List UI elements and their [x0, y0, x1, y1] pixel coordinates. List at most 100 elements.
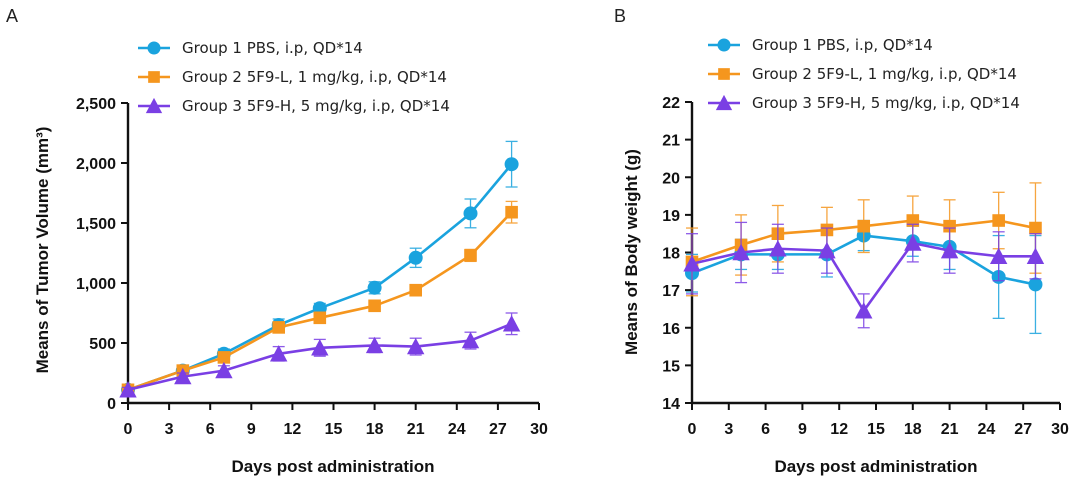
- legend: Group 1 PBS, i.p, QD*14 Group 2 5F9-L, 1 …: [138, 39, 450, 115]
- data-point: [904, 234, 922, 251]
- data-point: [1026, 247, 1045, 264]
- data-point: [505, 205, 518, 219]
- x-tick-label: 12: [830, 421, 848, 438]
- data-point: [215, 361, 233, 379]
- series-3: [119, 312, 521, 398]
- data-point: [502, 315, 521, 332]
- panel-a-chart: A Group 1 PBS, i.p, QD*14 Group 2 5F9-L, 1…: [6, 6, 548, 476]
- x-tick-label: 9: [247, 421, 256, 438]
- legend-marker: [148, 71, 160, 83]
- y-axis-title: Means of Tumor Volume (mm³): [33, 127, 52, 374]
- x-tick-label: 27: [489, 421, 507, 438]
- legend-marker: [718, 68, 730, 80]
- data-point: [272, 321, 285, 334]
- x-tick-label: 30: [530, 421, 548, 438]
- x-tick-label: 12: [284, 421, 302, 438]
- y-tick-label: 14: [662, 396, 680, 413]
- y-tick-label: 16: [662, 321, 680, 338]
- data-point: [940, 241, 959, 259]
- x-tick-label: 18: [366, 421, 384, 438]
- x-tick-label: 30: [1051, 421, 1069, 438]
- legend-label: Group 3 5F9-H, 5 mg/kg, i.p, QD*14: [752, 94, 1020, 112]
- y-tick-label: 19: [662, 208, 680, 225]
- legend-marker: [717, 38, 731, 52]
- data-point: [174, 367, 192, 385]
- panel-letter: A: [6, 6, 18, 26]
- data-point: [943, 219, 956, 233]
- data-point: [270, 345, 288, 362]
- legend-marker: [147, 41, 161, 55]
- data-point: [1029, 221, 1042, 235]
- y-tick-label: 15: [662, 358, 680, 375]
- data-point: [1028, 277, 1043, 292]
- x-tick-label: 0: [688, 421, 697, 438]
- y-tick-label: 0: [107, 396, 116, 413]
- x-axis-title: Days post administration: [231, 457, 434, 476]
- legend: Group 1 PBS, i.p, QD*14 Group 2 5F9-L, 1 …: [708, 36, 1020, 112]
- series-line: [127, 211, 513, 392]
- x-tick-label: 6: [206, 421, 215, 438]
- x-tick-label: 0: [124, 421, 133, 438]
- data-point: [311, 339, 329, 356]
- y-tick-label: 18: [662, 246, 680, 263]
- y-tick-label: 500: [89, 336, 116, 353]
- y-tick-label: 2,000: [76, 156, 116, 173]
- data-point: [409, 283, 422, 297]
- data-point: [769, 240, 787, 257]
- data-point: [217, 351, 231, 364]
- x-tick-label: 18: [904, 421, 922, 438]
- series-3: [683, 221, 1045, 329]
- data-point: [367, 280, 382, 295]
- panel-letter: B: [614, 6, 626, 26]
- panel-b-chart: B Group 1 PBS, i.p, QD*14 Group 2 5F9-L, 1…: [614, 6, 1069, 476]
- legend-label: Group 1 PBS, i.p, QD*14: [752, 36, 933, 54]
- data-point: [461, 331, 480, 349]
- data-point: [683, 255, 701, 272]
- data-point: [464, 249, 477, 262]
- x-tick-label: 3: [165, 421, 174, 438]
- data-point: [504, 157, 519, 172]
- data-point: [408, 250, 423, 265]
- x-tick-label: 15: [325, 421, 343, 438]
- data-point: [857, 219, 871, 233]
- data-point: [119, 381, 137, 398]
- x-tick-label: 9: [798, 421, 807, 438]
- y-tick-label: 1,500: [76, 216, 116, 233]
- y-tick-label: 1,000: [76, 276, 116, 293]
- y-tick-label: 17: [662, 283, 680, 300]
- legend-label: Group 2 5F9-L, 1 mg/kg, i.p, QD*14: [182, 68, 447, 86]
- x-tick-label: 3: [724, 421, 733, 438]
- x-tick-label: 21: [407, 421, 425, 438]
- x-tick-label: 6: [761, 421, 770, 438]
- y-tick-label: 21: [662, 133, 680, 150]
- series-2: [685, 182, 1042, 297]
- data-point: [989, 247, 1008, 264]
- y-axis-title: Means of Body weight (g): [622, 149, 641, 355]
- x-tick-label: 27: [1014, 421, 1032, 438]
- x-axis-title: Days post administration: [774, 457, 977, 476]
- series-1: [121, 140, 519, 397]
- legend-label: Group 3 5F9-H, 5 mg/kg, i.p, QD*14: [182, 97, 450, 115]
- data-point: [365, 336, 384, 354]
- y-tick-label: 2,500: [76, 96, 116, 113]
- data-point: [732, 243, 750, 261]
- legend-marker: [715, 94, 733, 111]
- legend-label: Group 2 5F9-L, 1 mg/kg, i.p, QD*14: [752, 65, 1017, 83]
- data-point: [855, 302, 873, 319]
- x-tick-label: 24: [448, 421, 466, 438]
- series-2: [121, 200, 518, 397]
- x-tick-label: 15: [867, 421, 885, 438]
- data-point: [992, 214, 1005, 227]
- legend-label: Group 1 PBS, i.p, QD*14: [182, 39, 363, 57]
- legend-marker: [145, 97, 163, 114]
- y-tick-label: 20: [662, 170, 680, 187]
- x-tick-label: 21: [941, 421, 959, 438]
- x-tick-label: 24: [978, 421, 996, 438]
- data-point: [313, 311, 327, 325]
- data-point: [368, 299, 381, 313]
- data-point: [463, 206, 478, 221]
- data-point: [818, 241, 836, 259]
- y-tick-label: 22: [662, 95, 680, 112]
- data-point: [407, 337, 425, 355]
